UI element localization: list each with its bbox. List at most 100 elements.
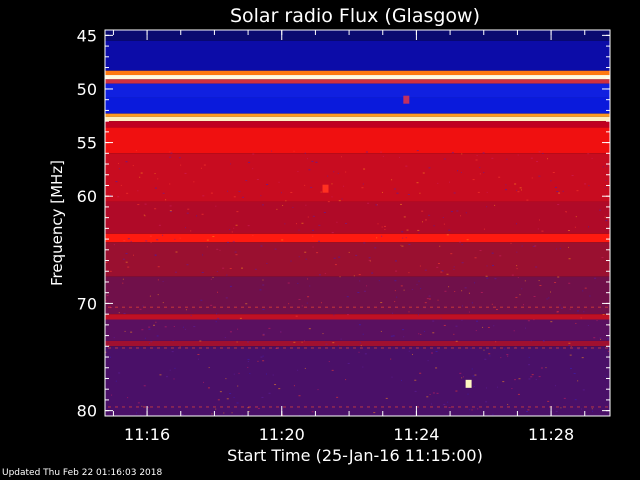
y-tick-label: 80: [77, 402, 97, 421]
noise-speck: [477, 408, 479, 410]
noise-speck: [222, 267, 225, 269]
noise-speck: [385, 397, 388, 399]
dashed-row-0: [199, 347, 202, 349]
noise-speck: [164, 326, 167, 328]
dashed-row-1: [227, 306, 230, 308]
dashed-row-2: [262, 406, 265, 408]
noise-speck: [467, 393, 469, 395]
noise-speck: [455, 340, 458, 342]
noise-speck: [236, 402, 239, 404]
dashed-row-1: [493, 306, 496, 308]
noise-speck: [207, 387, 210, 389]
noise-speck: [537, 228, 539, 230]
noise-speck: [523, 304, 525, 306]
dashed-row-1: [213, 306, 216, 308]
noise-speck: [261, 204, 264, 206]
noise-speck: [150, 341, 153, 343]
noise-speck: [162, 280, 164, 282]
noise-speck: [268, 392, 271, 394]
frequency-band-13: [105, 233, 610, 243]
dashed-row-0: [269, 347, 272, 349]
noise-speck: [227, 190, 229, 192]
dashed-row-0: [213, 347, 216, 349]
noise-speck: [498, 176, 501, 178]
dashed-row-1: [220, 306, 223, 308]
dashed-row-1: [234, 306, 237, 308]
noise-speck: [591, 408, 593, 410]
noise-speck: [337, 345, 339, 347]
noise-speck: [235, 254, 238, 256]
dashed-row-0: [514, 347, 517, 349]
noise-speck: [141, 405, 143, 407]
dashed-row-1: [178, 306, 181, 308]
noise-speck: [548, 297, 550, 299]
noise-speck: [393, 188, 396, 190]
noise-speck: [479, 173, 481, 175]
noise-speck: [426, 298, 429, 300]
noise-speck: [109, 356, 111, 358]
noise-speck: [154, 173, 156, 175]
dashed-row-0: [416, 347, 419, 349]
noise-speck: [401, 245, 404, 247]
dashed-row-2: [269, 406, 272, 408]
noise-speck: [343, 185, 345, 187]
dashed-row-0: [528, 347, 531, 349]
noise-speck: [482, 152, 485, 154]
noise-speck: [219, 249, 221, 251]
noise-speck: [226, 274, 228, 276]
y-tick-label: 45: [77, 26, 97, 45]
noise-speck: [155, 321, 157, 323]
noise-speck: [143, 385, 146, 387]
noise-speck: [231, 412, 233, 414]
noise-speck: [424, 307, 426, 309]
noise-speck: [442, 217, 444, 219]
noise-speck: [500, 357, 502, 359]
noise-speck: [362, 333, 364, 335]
dashed-row-2: [500, 406, 503, 408]
noise-speck: [517, 191, 520, 193]
noise-speck: [113, 337, 115, 339]
noise-speck: [440, 317, 442, 319]
noise-speck: [483, 228, 485, 230]
noise-speck: [526, 199, 529, 201]
noise-speck: [605, 179, 607, 181]
dashed-row-1: [528, 306, 531, 308]
noise-speck: [229, 285, 232, 287]
noise-speck: [392, 335, 395, 337]
noise-speck: [401, 231, 404, 233]
dashed-row-1: [283, 306, 286, 308]
noise-speck: [105, 344, 107, 346]
frequency-band-15: [105, 276, 610, 315]
noise-speck: [332, 342, 335, 344]
noise-speck: [307, 296, 310, 298]
dashed-row-2: [416, 406, 419, 408]
noise-speck: [236, 211, 239, 213]
dashed-row-1: [521, 306, 524, 308]
noise-speck: [315, 161, 318, 163]
noise-speck: [441, 270, 444, 272]
noise-speck: [232, 241, 235, 243]
noise-speck: [169, 369, 171, 371]
dashed-row-2: [143, 406, 146, 408]
noise-speck: [234, 251, 237, 253]
noise-speck: [186, 264, 189, 266]
noise-speck: [331, 196, 333, 198]
dashed-row-0: [227, 347, 230, 349]
noise-speck: [245, 303, 248, 305]
noise-speck: [154, 254, 157, 256]
noise-speck: [347, 362, 350, 364]
noise-speck: [297, 369, 299, 371]
noise-speck: [584, 183, 587, 185]
noise-speck: [157, 178, 159, 180]
noise-speck: [408, 350, 410, 352]
noise-speck: [230, 163, 232, 165]
noise-speck: [527, 320, 530, 322]
noise-speck: [606, 338, 609, 340]
noise-speck: [383, 225, 386, 227]
noise-speck: [318, 224, 321, 226]
noise-speck: [431, 352, 434, 354]
noise-speck: [538, 219, 540, 221]
noise-speck: [170, 152, 173, 154]
noise-speck: [580, 317, 582, 319]
noise-speck: [118, 372, 121, 374]
